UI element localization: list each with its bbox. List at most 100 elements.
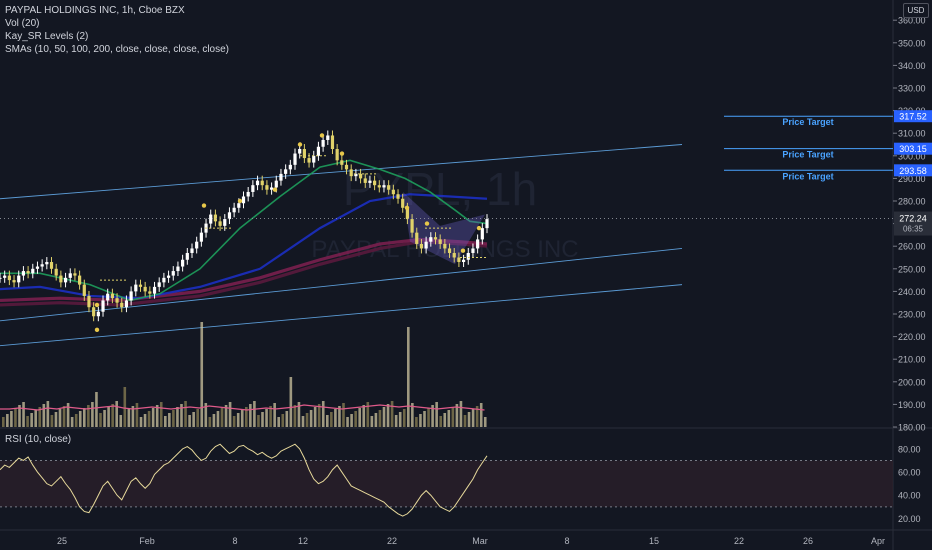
volume-bar [281,414,285,427]
volume-bar [131,406,135,427]
candle-body [148,291,152,294]
volume-bar [14,408,17,427]
candle-body [176,266,180,272]
volume-bar [236,413,240,427]
volume-bar [467,412,471,427]
volume-bar [10,411,13,427]
candle-body [377,185,381,188]
candle-body [31,268,35,274]
candle-body [162,277,166,283]
candle-body [157,282,161,287]
volume-bar [293,405,297,427]
time-axis-label: 15 [649,536,659,546]
volume-bar [216,411,220,427]
signal-dot [339,151,345,156]
volume-bar [115,401,118,427]
sma-line-1 [0,159,488,302]
candle-body [335,149,339,161]
time-axis-label: 12 [298,536,308,546]
volume-bar [407,327,410,427]
candle-body [246,191,250,197]
candle-body [255,180,260,186]
bar-countdown: 06:35 [903,225,924,234]
volume-bar [285,411,289,427]
price-axis-label: 250.00 [898,264,926,274]
candle-body [129,291,133,301]
signal-dot [237,198,243,204]
currency-button[interactable]: USD [903,3,929,18]
volume-bar [30,413,33,427]
trend-channel-line [0,284,683,347]
volume-bar [342,403,345,427]
volume-bar [245,407,248,427]
volume-bar [240,410,244,427]
candle-body [274,180,278,188]
volume-bar [95,392,98,427]
candle-body [17,275,21,283]
price-axis-label: 240.00 [898,287,926,297]
volume-bar [277,417,280,427]
trend-channel-line [0,144,683,200]
candle-body [443,243,447,249]
volume-bar [398,412,402,427]
candle-body [3,275,7,278]
volume-bar [46,401,50,427]
volume-bar [224,405,228,427]
candle-body [340,160,344,165]
candle-body [134,284,138,292]
candle-body [209,214,213,224]
rsi-band [0,460,893,507]
candle-body [241,196,246,204]
volume-bar [99,413,102,427]
signal-dot [272,187,278,192]
volume-bar [38,407,42,427]
volume-bar [431,405,434,427]
rsi-axis-label: 20.00 [898,514,921,524]
candle-body [480,228,484,240]
volume-bar [350,414,353,427]
candle-body [115,298,119,303]
candle-body [401,198,405,208]
candle-body [237,203,241,208]
volume-bar [184,401,187,427]
trend-channel-line [0,248,683,322]
volume-bar [382,407,386,427]
time-axis-label: 22 [734,536,744,546]
candle-body [35,266,40,269]
volume-bar [411,403,414,427]
volume-bar [346,417,349,427]
sma-line-2 [0,193,488,300]
candle-body [21,271,26,276]
candle-body [190,248,194,253]
volume-bar [273,403,276,427]
volume-bar [212,414,216,427]
price-axis-label: 220.00 [898,332,926,342]
price-axis-label: 290.00 [898,174,926,184]
volume-bar [269,406,272,427]
legend-sr-levels: Kay_SR Levels (2) [5,31,89,42]
price-axis-label: 190.00 [898,400,926,410]
candle-body [106,293,110,301]
volume-bar [313,407,317,427]
volume-bar [257,415,260,427]
volume-bar [176,407,179,427]
candle-body [78,275,82,285]
volume-bar [483,417,487,427]
candle-body [382,185,386,188]
price-axis-label: 360.00 [898,16,926,26]
volume-bar [58,409,62,427]
signal-dot [94,302,100,308]
volume-bar [172,410,175,427]
volume-bar [459,401,463,427]
candle-body [213,214,218,222]
candle-body [415,232,419,244]
candle-body [49,262,54,269]
volume-bar [475,406,479,427]
legend-volume: Vol (20) [5,18,40,29]
candle-body [185,252,189,260]
candle-body [419,243,424,249]
candle-body [138,284,143,287]
volume-bar [423,411,426,427]
price-axis-label: 210.00 [898,355,926,365]
